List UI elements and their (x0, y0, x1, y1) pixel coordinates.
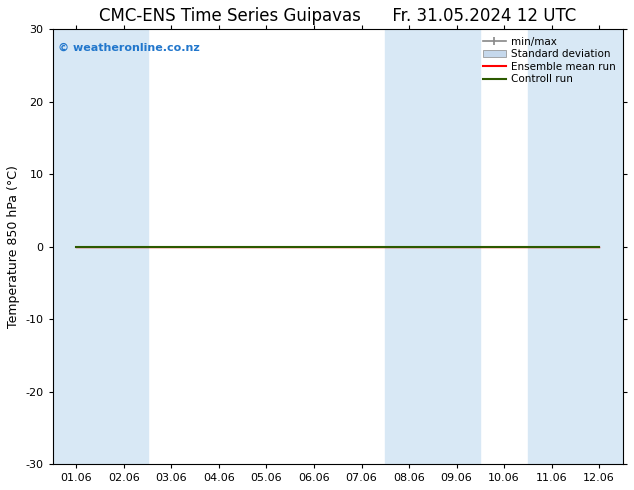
Legend: min/max, Standard deviation, Ensemble mean run, Controll run: min/max, Standard deviation, Ensemble me… (479, 32, 620, 89)
Bar (385, 29, 481, 464)
Text: © weatheronline.co.nz: © weatheronline.co.nz (58, 42, 200, 52)
Title: CMC-ENS Time Series Guipavas      Fr. 31.05.2024 12 UTC: CMC-ENS Time Series Guipavas Fr. 31.05.2… (99, 7, 576, 25)
Y-axis label: Temperature 850 hPa (°C): Temperature 850 hPa (°C) (7, 165, 20, 328)
Bar (528, 29, 623, 464)
Bar (53, 29, 148, 464)
